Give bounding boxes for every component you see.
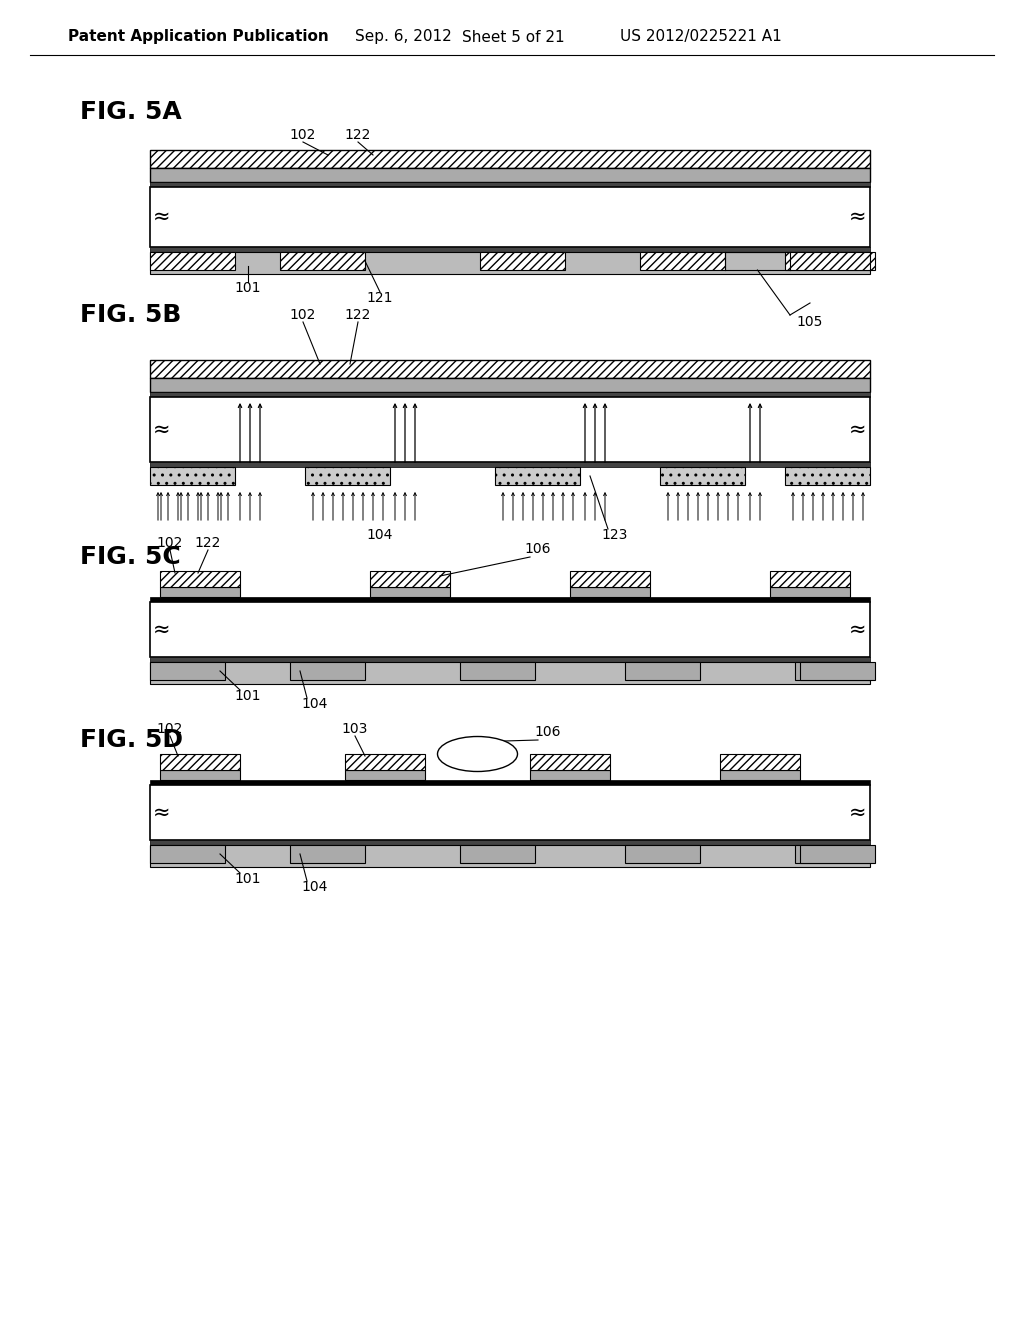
Bar <box>345 770 425 780</box>
Bar <box>720 754 800 770</box>
Bar <box>785 467 870 484</box>
Bar <box>150 168 870 182</box>
Bar <box>290 845 365 863</box>
Bar <box>150 467 234 484</box>
Text: 122: 122 <box>195 536 221 550</box>
Text: Patent Application Publication: Patent Application Publication <box>68 29 329 45</box>
Bar <box>800 663 874 680</box>
Text: 101: 101 <box>234 689 261 704</box>
Bar <box>150 602 870 657</box>
Bar <box>150 392 870 397</box>
Bar <box>370 572 450 587</box>
Bar <box>280 252 365 271</box>
Text: ≈: ≈ <box>154 207 171 227</box>
Text: 104: 104 <box>302 880 328 894</box>
Text: 121: 121 <box>367 290 393 305</box>
Bar <box>460 845 535 863</box>
Text: 103: 103 <box>342 722 369 737</box>
Text: 101: 101 <box>234 873 261 886</box>
Bar <box>150 397 870 462</box>
Bar <box>345 754 425 770</box>
Text: 105: 105 <box>797 315 823 329</box>
Bar <box>370 587 450 597</box>
Text: ≈: ≈ <box>849 207 866 227</box>
Bar <box>795 845 870 863</box>
Text: US 2012/0225221 A1: US 2012/0225221 A1 <box>620 29 781 45</box>
Text: Sep. 6, 2012: Sep. 6, 2012 <box>355 29 452 45</box>
Text: 102: 102 <box>290 128 316 143</box>
Text: 106: 106 <box>535 725 561 739</box>
Bar <box>150 780 870 785</box>
Bar <box>150 657 870 663</box>
Bar <box>150 252 870 275</box>
Text: 102: 102 <box>290 308 316 322</box>
Bar <box>770 587 850 597</box>
Bar <box>150 663 225 680</box>
Bar <box>495 467 580 484</box>
Bar <box>150 378 870 392</box>
Bar <box>150 187 870 247</box>
Bar <box>150 182 870 187</box>
Bar <box>150 462 870 467</box>
Bar <box>625 663 700 680</box>
Bar <box>160 754 240 770</box>
Text: Sheet 5 of 21: Sheet 5 of 21 <box>462 29 564 45</box>
Text: 101: 101 <box>234 281 261 294</box>
Bar <box>150 252 234 271</box>
Bar <box>530 770 610 780</box>
Bar <box>640 252 725 271</box>
Text: FIG. 5B: FIG. 5B <box>80 304 181 327</box>
Bar <box>150 845 870 867</box>
Bar <box>160 770 240 780</box>
Bar <box>480 252 565 271</box>
Bar <box>150 840 870 845</box>
Text: 102: 102 <box>157 536 183 550</box>
Bar <box>160 587 240 597</box>
Bar <box>150 360 870 378</box>
Text: 104: 104 <box>367 528 393 543</box>
Text: ≈: ≈ <box>154 619 171 639</box>
Bar <box>770 572 850 587</box>
Bar <box>150 597 870 602</box>
Bar <box>800 845 874 863</box>
Bar <box>785 252 870 271</box>
Bar <box>150 785 870 840</box>
Bar <box>720 770 800 780</box>
Bar <box>625 845 700 863</box>
Text: FIG. 5A: FIG. 5A <box>80 100 181 124</box>
Text: FIG. 5D: FIG. 5D <box>80 729 183 752</box>
Text: FIG. 5C: FIG. 5C <box>80 545 181 569</box>
Bar <box>150 845 225 863</box>
Bar <box>660 467 745 484</box>
Bar <box>460 663 535 680</box>
Text: 104: 104 <box>302 697 328 711</box>
Text: ≈: ≈ <box>849 803 866 822</box>
Bar <box>150 150 870 168</box>
Text: ≈: ≈ <box>849 420 866 440</box>
Bar <box>570 587 650 597</box>
Text: ≈: ≈ <box>849 619 866 639</box>
Text: ≈: ≈ <box>154 803 171 822</box>
Text: 122: 122 <box>345 308 371 322</box>
Bar <box>305 467 390 484</box>
Text: 106: 106 <box>524 543 551 556</box>
Text: 123: 123 <box>602 528 628 543</box>
Ellipse shape <box>437 737 517 771</box>
Bar <box>790 252 874 271</box>
Bar <box>150 247 870 252</box>
Bar <box>530 754 610 770</box>
Bar <box>150 663 870 684</box>
Bar <box>290 663 365 680</box>
Bar <box>160 572 240 587</box>
Bar <box>795 663 870 680</box>
Text: ≈: ≈ <box>154 420 171 440</box>
Text: 102: 102 <box>157 722 183 737</box>
Text: 122: 122 <box>345 128 371 143</box>
Bar <box>570 572 650 587</box>
